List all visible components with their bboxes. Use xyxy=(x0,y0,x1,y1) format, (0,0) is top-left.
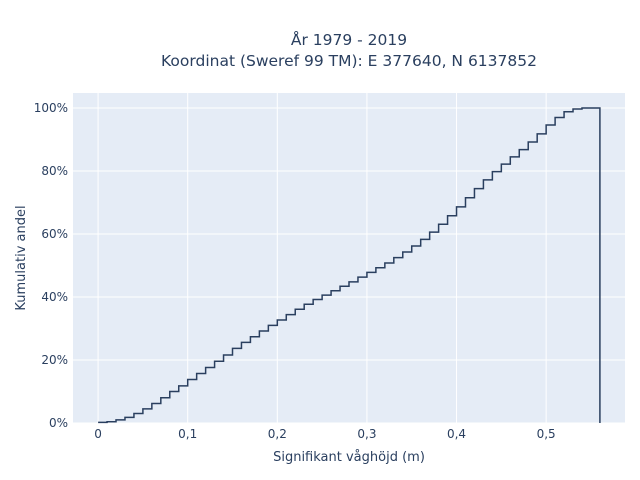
plot-area xyxy=(73,93,625,423)
x-tick-label: 0,3 xyxy=(357,427,376,441)
chart-title-line1: År 1979 - 2019 xyxy=(291,30,407,49)
x-tick-label: 0,1 xyxy=(178,427,197,441)
y-tick-label: 80% xyxy=(41,164,68,178)
y-tick-label: 100% xyxy=(34,101,68,115)
grid-lines xyxy=(73,93,625,424)
chart-title-line2: Koordinat (Sweref 99 TM): E 377640, N 61… xyxy=(161,52,537,70)
y-axis-label: Kumulativ andel xyxy=(14,205,29,310)
y-tick-label: 0% xyxy=(49,416,68,430)
x-tick-label: 0,4 xyxy=(447,427,466,441)
tick-labels: 0 0,1 0,2 0,3 0,4 0,5 0% 20% 40% 60% 80% 100% xyxy=(34,101,556,441)
y-tick-label: 20% xyxy=(41,353,68,367)
series-layer xyxy=(98,107,601,424)
x-tick-label: 0 xyxy=(94,427,102,441)
x-tick-label: 0,2 xyxy=(268,427,287,441)
y-tick-label: 40% xyxy=(41,290,68,304)
series-line xyxy=(98,107,601,424)
y-tick-label: 60% xyxy=(41,227,68,241)
x-axis-label: Signifikant våghöjd (m) xyxy=(273,450,425,465)
x-tick-label: 0,5 xyxy=(537,427,556,441)
